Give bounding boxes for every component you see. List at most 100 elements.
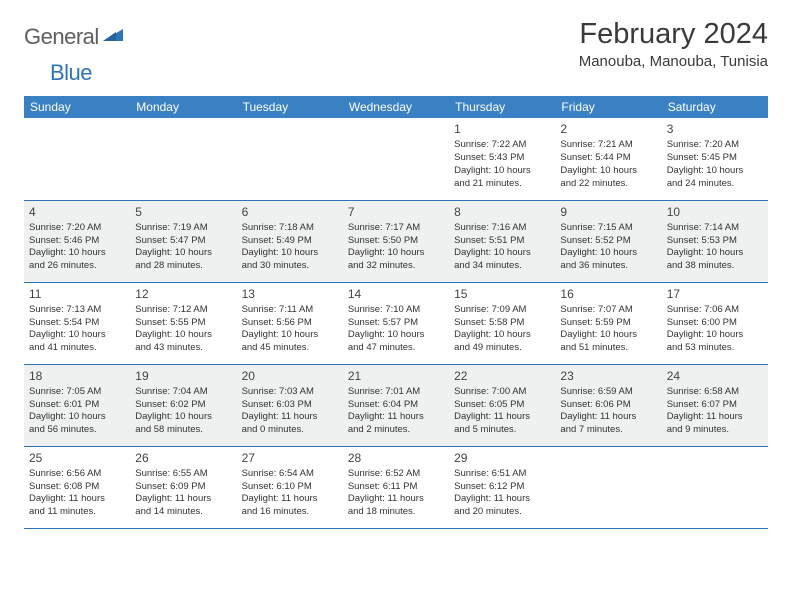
daylight-line: Daylight: 11 hours [242,493,338,506]
daylight-line: and 56 minutes. [29,424,125,437]
sunrise-line: Sunrise: 7:01 AM [348,386,444,399]
sunrise-line: Sunrise: 7:16 AM [454,222,550,235]
calendar-cell: 5Sunrise: 7:19 AMSunset: 5:47 PMDaylight… [130,200,236,282]
day-number: 10 [667,204,763,220]
calendar-cell [24,118,130,200]
day-number: 3 [667,121,763,137]
sunrise-line: Sunrise: 7:15 AM [560,222,656,235]
calendar-head: SundayMondayTuesdayWednesdayThursdayFrid… [24,96,768,118]
daylight-line: and 20 minutes. [454,506,550,519]
daylight-line: and 38 minutes. [667,260,763,273]
daylight-line: and 28 minutes. [135,260,231,273]
daylight-line: and 11 minutes. [29,506,125,519]
calendar-cell: 26Sunrise: 6:55 AMSunset: 6:09 PMDayligh… [130,446,236,528]
calendar-cell: 9 Sunrise: 7:15 AMSunset: 5:52 PMDaylight… [555,200,661,282]
sunrise-line: Sunrise: 7:20 AM [29,222,125,235]
sunset-line: Sunset: 5:52 PM [560,235,656,248]
day-number: 24 [667,368,763,384]
daylight-line: and 32 minutes. [348,260,444,273]
day-number: 20 [242,368,338,384]
logo: General [24,18,125,50]
daylight-line: and 16 minutes. [242,506,338,519]
daylight-line: Daylight: 10 hours [348,329,444,342]
calendar-cell [130,118,236,200]
day-number: 22 [454,368,550,384]
daylight-line: Daylight: 10 hours [560,247,656,260]
sunset-line: Sunset: 5:47 PM [135,235,231,248]
sunset-line: Sunset: 5:43 PM [454,152,550,165]
sunset-line: Sunset: 5:49 PM [242,235,338,248]
sunrise-line: Sunrise: 7:06 AM [667,304,763,317]
sunset-line: Sunset: 6:05 PM [454,399,550,412]
sunset-line: Sunset: 5:46 PM [29,235,125,248]
sunrise-line: Sunrise: 7:19 AM [135,222,231,235]
calendar-cell: 17Sunrise: 7:06 AMSunset: 6:00 PMDayligh… [662,282,768,364]
day-number: 9 [560,204,656,220]
daylight-line: and 0 minutes. [242,424,338,437]
daylight-line: and 36 minutes. [560,260,656,273]
daylight-line: Daylight: 11 hours [29,493,125,506]
day-number: 27 [242,450,338,466]
sunset-line: Sunset: 6:00 PM [667,317,763,330]
calendar-cell: 24Sunrise: 6:58 AMSunset: 6:07 PMDayligh… [662,364,768,446]
daylight-line: and 45 minutes. [242,342,338,355]
calendar-cell: 1 Sunrise: 7:22 AMSunset: 5:43 PMDaylight… [449,118,555,200]
day-number: 8 [454,204,550,220]
daylight-line: and 21 minutes. [454,178,550,191]
weekday-header: Friday [555,96,661,118]
daylight-line: and 22 minutes. [560,178,656,191]
sunset-line: Sunset: 5:44 PM [560,152,656,165]
sunset-line: Sunset: 5:53 PM [667,235,763,248]
day-number: 6 [242,204,338,220]
sunrise-line: Sunrise: 7:00 AM [454,386,550,399]
calendar-cell: 16Sunrise: 7:07 AMSunset: 5:59 PMDayligh… [555,282,661,364]
daylight-line: and 30 minutes. [242,260,338,273]
daylight-line: Daylight: 11 hours [348,493,444,506]
sunrise-line: Sunrise: 7:22 AM [454,139,550,152]
calendar-cell: 21Sunrise: 7:01 AMSunset: 6:04 PMDayligh… [343,364,449,446]
daylight-line: Daylight: 11 hours [454,493,550,506]
weekday-header: Tuesday [237,96,343,118]
logo-word1: General [24,24,99,50]
sunrise-line: Sunrise: 7:21 AM [560,139,656,152]
calendar-row: 11Sunrise: 7:13 AMSunset: 5:54 PMDayligh… [24,282,768,364]
day-number: 11 [29,286,125,302]
sunset-line: Sunset: 5:45 PM [667,152,763,165]
calendar-cell: 29Sunrise: 6:51 AMSunset: 6:12 PMDayligh… [449,446,555,528]
daylight-line: Daylight: 10 hours [560,165,656,178]
calendar-row: 1Sunrise: 7:22 AMSunset: 5:43 PMDaylight… [24,118,768,200]
sunset-line: Sunset: 5:51 PM [454,235,550,248]
weekday-header: Monday [130,96,236,118]
sunrise-line: Sunrise: 7:05 AM [29,386,125,399]
sunrise-line: Sunrise: 6:59 AM [560,386,656,399]
calendar-cell: 6Sunrise: 7:18 AMSunset: 5:49 PMDaylight… [237,200,343,282]
calendar-cell: 23Sunrise: 6:59 AMSunset: 6:06 PMDayligh… [555,364,661,446]
daylight-line: Daylight: 10 hours [560,329,656,342]
location: Manouba, Manouba, Tunisia [579,53,768,70]
sunset-line: Sunset: 6:04 PM [348,399,444,412]
calendar-cell: 10Sunrise: 7:14 AMSunset: 5:53 PMDayligh… [662,200,768,282]
day-number: 23 [560,368,656,384]
day-number: 2 [560,121,656,137]
day-number: 28 [348,450,444,466]
month-title: February 2024 [579,18,768,51]
daylight-line: and 58 minutes. [135,424,231,437]
calendar-body: 1Sunrise: 7:22 AMSunset: 5:43 PMDaylight… [24,118,768,528]
sunset-line: Sunset: 6:10 PM [242,481,338,494]
sunrise-line: Sunrise: 6:52 AM [348,468,444,481]
daylight-line: Daylight: 11 hours [348,411,444,424]
day-number: 1 [454,121,550,137]
day-number: 12 [135,286,231,302]
sunset-line: Sunset: 5:59 PM [560,317,656,330]
weekday-header: Wednesday [343,96,449,118]
day-number: 19 [135,368,231,384]
daylight-line: Daylight: 11 hours [667,411,763,424]
calendar-cell: 27Sunrise: 6:54 AMSunset: 6:10 PMDayligh… [237,446,343,528]
daylight-line: Daylight: 10 hours [29,329,125,342]
daylight-line: Daylight: 10 hours [454,165,550,178]
daylight-line: and 34 minutes. [454,260,550,273]
weekday-header: Thursday [449,96,555,118]
sunset-line: Sunset: 5:55 PM [135,317,231,330]
sunrise-line: Sunrise: 6:58 AM [667,386,763,399]
daylight-line: Daylight: 10 hours [667,329,763,342]
